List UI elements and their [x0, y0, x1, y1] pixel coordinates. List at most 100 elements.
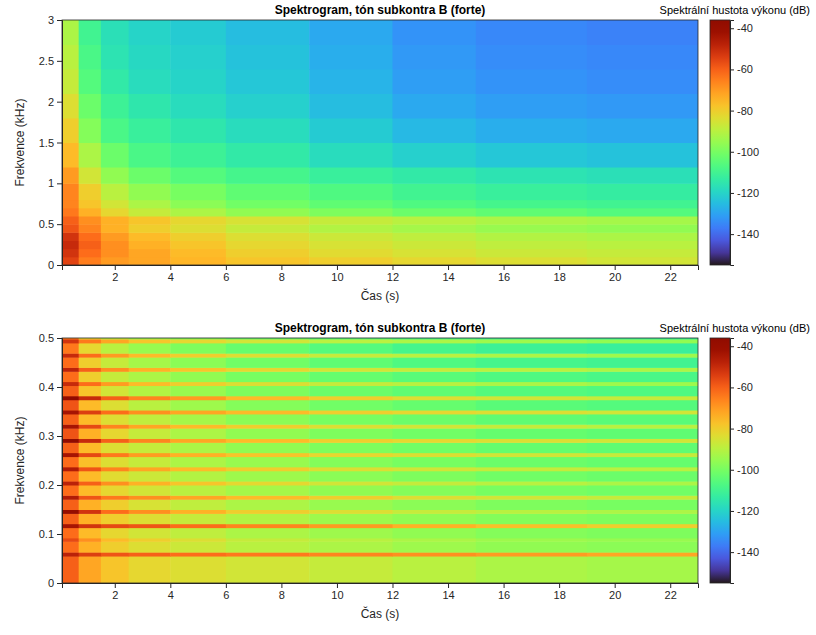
title: Spektrogram, tón subkontra B (forte): [275, 3, 486, 17]
cell: [79, 481, 102, 485]
cell: [101, 69, 129, 94]
cell: [62, 485, 79, 496]
cell: [62, 481, 79, 485]
colorbar-tick-mark: [730, 470, 734, 471]
cell: [476, 513, 588, 524]
cell: [129, 524, 171, 528]
cell: [587, 69, 698, 94]
cell: [309, 45, 393, 70]
cell: [170, 183, 226, 200]
colorbar-tick: -60: [730, 381, 753, 393]
cell: [392, 453, 476, 457]
cell: [129, 367, 171, 371]
cell: [129, 200, 171, 209]
cell: [226, 343, 310, 354]
cell: [79, 118, 102, 143]
cell: [476, 208, 588, 217]
cell: [226, 216, 310, 225]
cell: [170, 410, 226, 414]
cell: [101, 386, 129, 397]
cell: [476, 424, 588, 428]
cell: [101, 94, 129, 119]
cell: [101, 216, 129, 225]
y-axis-title: Frekvence (kHz): [13, 98, 27, 186]
x-tick-mark: [670, 265, 671, 270]
cell: [392, 556, 476, 583]
colorbar-tick-mark: [730, 28, 734, 29]
cell: [170, 471, 226, 482]
x-tick: 18: [554, 583, 566, 601]
cell: [587, 453, 698, 457]
cell: [392, 20, 476, 45]
cell: [62, 224, 79, 233]
colorbar-tick: -120: [730, 187, 759, 199]
cell: [101, 339, 129, 343]
x-axis: 246810121416182022: [63, 265, 699, 283]
cell: [309, 510, 393, 514]
cell: [62, 94, 79, 119]
y-tick-label: 0.5: [39, 218, 54, 230]
cell: [392, 541, 476, 552]
cell: [476, 249, 588, 258]
cell: [79, 513, 102, 524]
cell: [309, 457, 393, 468]
cell: [170, 524, 226, 528]
cell: [62, 357, 79, 368]
y-tick-label: 2.5: [39, 55, 54, 67]
cell: [309, 143, 393, 168]
cell: [129, 410, 171, 414]
colorbar-title: Spektrální hustota výkonu (dB): [660, 322, 810, 334]
cell: [62, 495, 79, 499]
cell: [62, 438, 79, 442]
y-tick: 0.5: [39, 218, 62, 230]
cell: [392, 410, 476, 414]
cell: [79, 485, 102, 496]
cell: [476, 414, 588, 425]
cell: [129, 249, 171, 258]
cell: [129, 94, 171, 119]
cell: [392, 382, 476, 386]
colorbar-axis: -40-60-80-100-120-140: [730, 339, 759, 584]
cell: [62, 208, 79, 217]
cell: [476, 428, 588, 439]
cell: [129, 386, 171, 397]
cell: [587, 94, 698, 119]
cell: [79, 400, 102, 411]
cell: [226, 528, 310, 539]
cell: [170, 485, 226, 496]
cell: [587, 457, 698, 468]
cell: [309, 410, 393, 414]
cell: [79, 371, 102, 382]
cell: [392, 386, 476, 397]
y-tick: 0.4: [39, 381, 62, 393]
cell: [309, 552, 393, 556]
y-tick-mark: [57, 20, 62, 21]
cell: [101, 552, 129, 556]
x-tick-label: 8: [279, 271, 285, 283]
cell: [476, 224, 588, 233]
cell: [587, 556, 698, 583]
cell: [62, 386, 79, 397]
cell: [79, 353, 102, 357]
cell: [170, 216, 226, 225]
cell: [101, 353, 129, 357]
cell: [309, 382, 393, 386]
cell: [129, 167, 171, 184]
cell: [62, 339, 79, 343]
cell: [226, 485, 310, 496]
cell: [587, 249, 698, 258]
cell: [101, 499, 129, 510]
cell: [476, 481, 588, 485]
cell: [587, 485, 698, 496]
cell: [226, 410, 310, 414]
cell: [476, 471, 588, 482]
cell: [587, 424, 698, 428]
cell: [101, 143, 129, 168]
colorbar-tick: -120: [730, 505, 759, 517]
cell: [309, 495, 393, 499]
cell: [226, 457, 310, 468]
x-tick: 8: [279, 583, 285, 601]
cell: [129, 414, 171, 425]
cell: [170, 200, 226, 209]
y-tick: 3: [48, 14, 62, 26]
